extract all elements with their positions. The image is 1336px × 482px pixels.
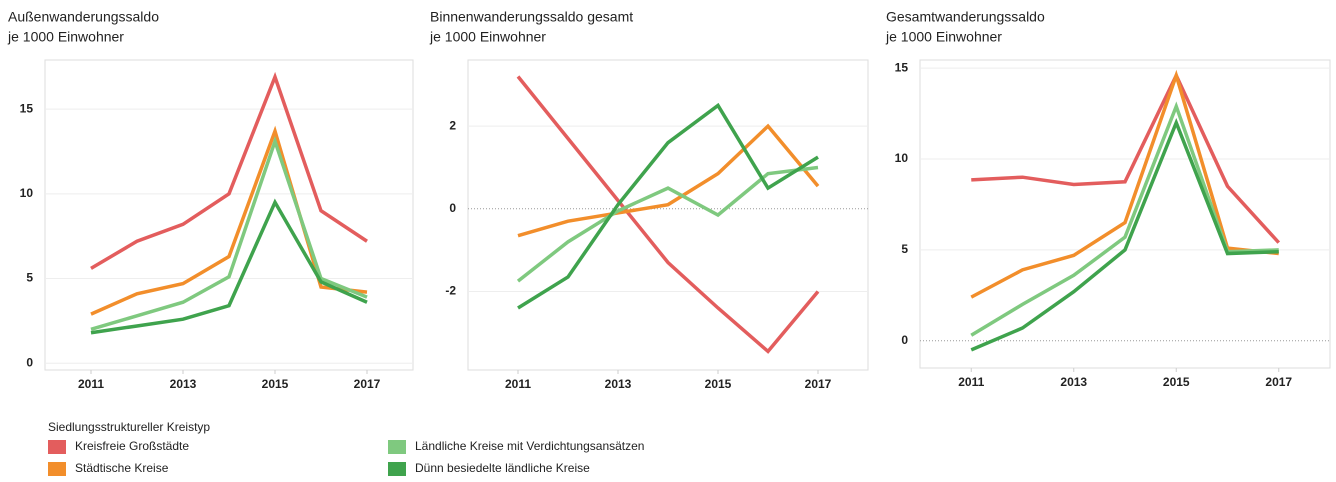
series-line xyxy=(516,75,820,354)
series-line xyxy=(970,117,1279,352)
legend-label: Dünn besiedelte ländliche Kreise xyxy=(415,461,590,475)
x-tick-label: 2013 xyxy=(1060,375,1087,389)
y-tick-label: 0 xyxy=(901,333,908,347)
legend-title: Siedlungsstruktureller Kreistyp xyxy=(48,420,210,434)
y-tick-label: -2 xyxy=(445,284,456,298)
series-line xyxy=(517,102,819,310)
series-line xyxy=(516,165,819,283)
legend-swatch xyxy=(48,440,66,454)
x-tick-label: 2017 xyxy=(354,377,381,391)
y-tick-label: 0 xyxy=(26,355,33,369)
plot-frame xyxy=(919,59,1331,369)
x-tick-label: 2015 xyxy=(705,377,732,391)
y-tick-label: 15 xyxy=(895,60,909,74)
y-tick-label: 2 xyxy=(449,118,456,132)
series-line xyxy=(970,69,1279,299)
x-tick-label: 2015 xyxy=(262,377,289,391)
x-tick-label: 2013 xyxy=(170,377,197,391)
x-tick-label: 2013 xyxy=(605,377,632,391)
x-tick-label: 2015 xyxy=(1163,375,1190,389)
y-tick-label: 15 xyxy=(20,101,34,115)
legend-label: Städtische Kreise xyxy=(75,461,169,475)
plot-frame xyxy=(467,59,869,371)
x-tick-label: 2017 xyxy=(1265,375,1292,389)
y-tick-label: 5 xyxy=(901,242,908,256)
legend-swatch xyxy=(48,462,66,476)
y-tick-label: 0 xyxy=(449,201,456,215)
legend-swatch xyxy=(388,462,406,476)
chart-title: Gesamtwanderungssaldo xyxy=(886,9,1045,25)
plot-frame xyxy=(44,59,414,371)
chart-title: Außenwanderungssaldo xyxy=(8,9,159,25)
x-tick-label: 2017 xyxy=(805,377,832,391)
legend-label: Kreisfreie Großstädte xyxy=(75,439,189,453)
chart-subtitle: je 1000 Einwohner xyxy=(885,29,1002,45)
series-line xyxy=(90,125,368,316)
y-tick-label: 5 xyxy=(26,271,33,285)
chart-subtitle: je 1000 Einwohner xyxy=(7,29,124,45)
x-tick-label: 2011 xyxy=(505,377,531,391)
series-line xyxy=(517,123,820,238)
y-tick-label: 10 xyxy=(895,151,909,165)
series-line xyxy=(90,71,368,270)
series-line xyxy=(90,198,368,335)
x-tick-label: 2011 xyxy=(78,377,104,391)
legend-swatch xyxy=(388,440,406,454)
chart-subtitle: je 1000 Einwohner xyxy=(429,29,546,45)
series-line xyxy=(971,71,1281,244)
y-tick-label: 10 xyxy=(20,186,34,200)
x-tick-label: 2011 xyxy=(958,375,984,389)
chart-title: Binnenwanderungssaldo gesamt xyxy=(430,9,633,25)
series-line xyxy=(90,135,368,332)
legend-label: Ländliche Kreise mit Verdichtungsansätze… xyxy=(415,439,644,453)
